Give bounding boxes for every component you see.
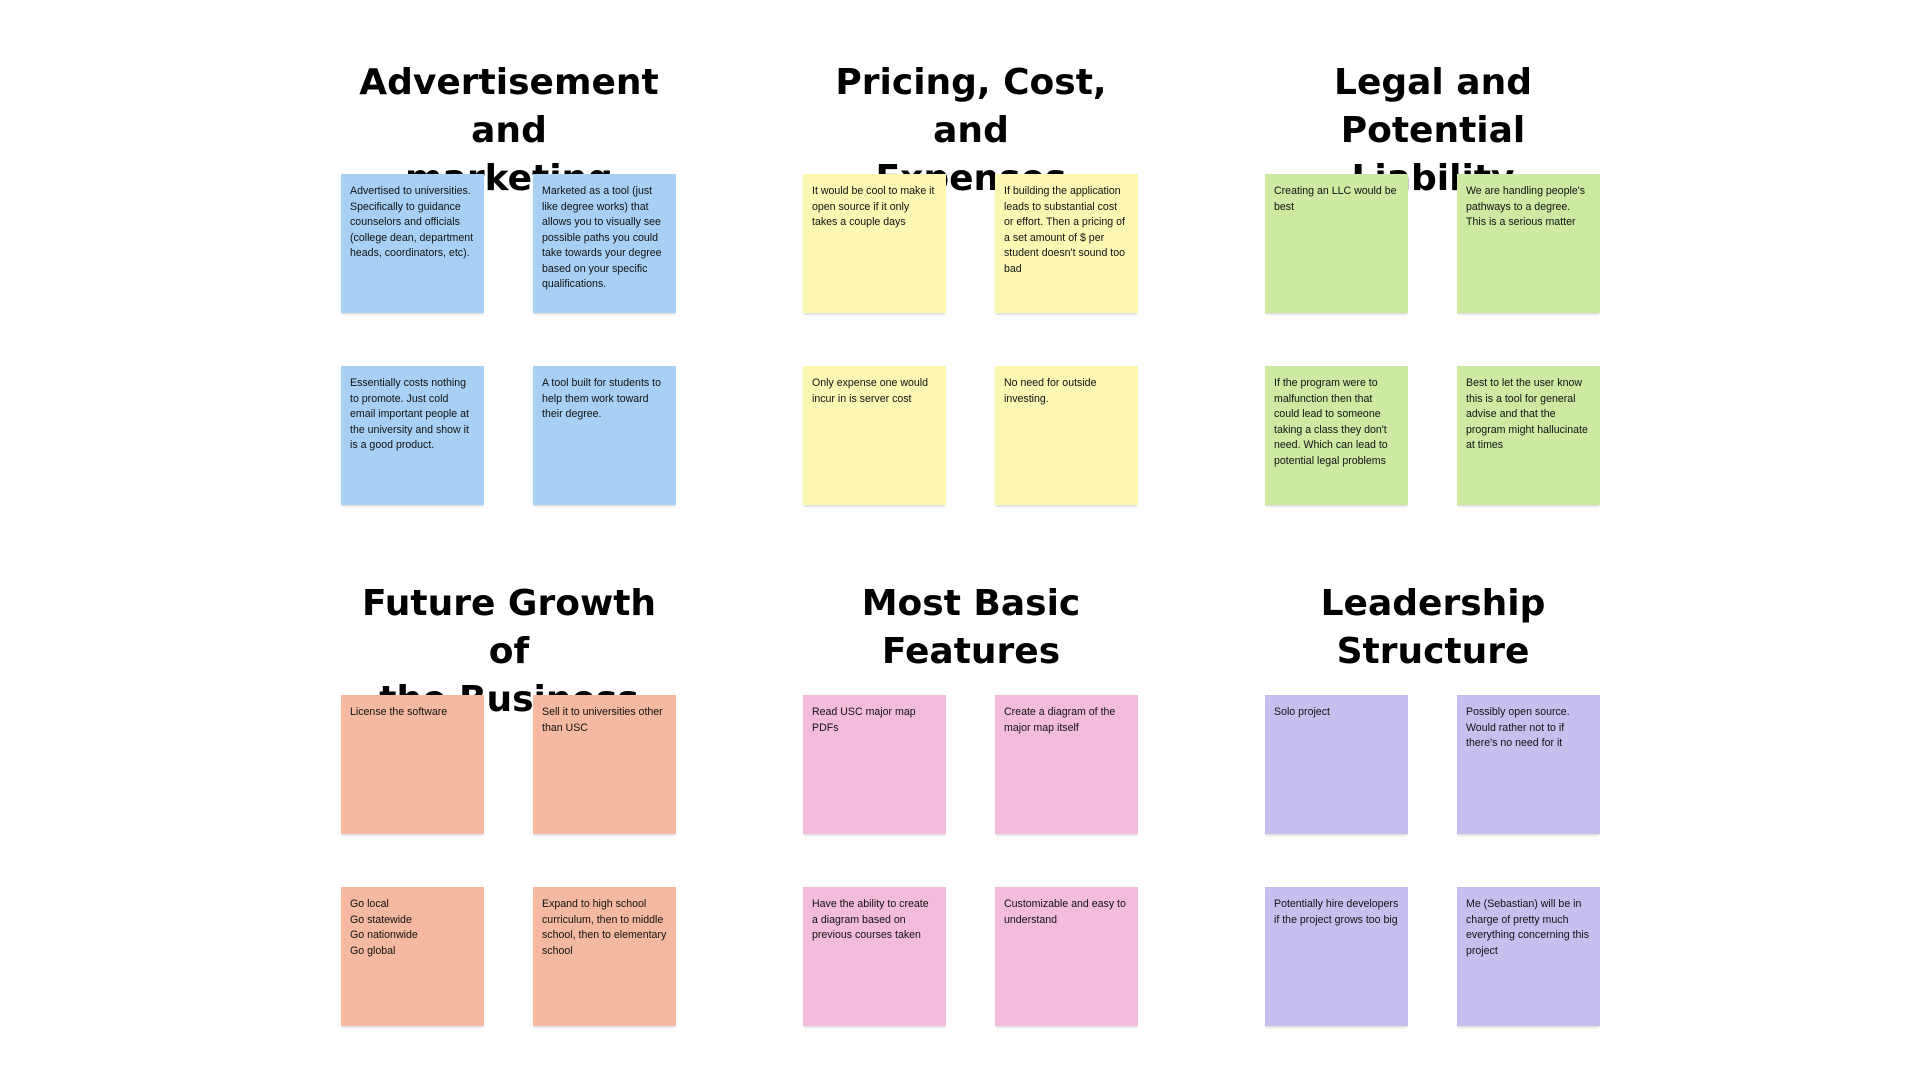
group-basic-features: Most Basic Features Read USC major map P… (803, 580, 1139, 1026)
sticky-note[interactable]: It would be cool to make it open source … (803, 174, 946, 313)
group-future-growth: Future Growth of the Business License th… (341, 580, 677, 1026)
group-pricing-cost-expenses: Pricing, Cost, and Expenses It would be … (803, 59, 1139, 505)
group-title[interactable]: Pricing, Cost, and Expenses (835, 62, 1107, 199)
sticky-note-grid: Creating an LLC would be best We are han… (1265, 174, 1601, 505)
sticky-note-grid: Read USC major map PDFs Create a diagram… (803, 695, 1139, 1026)
sticky-note[interactable]: Creating an LLC would be best (1265, 174, 1408, 313)
sticky-note-grid: Advertised to universities. Specifically… (341, 174, 677, 505)
sticky-note[interactable]: Create a diagram of the major map itself (995, 695, 1138, 834)
sticky-note-grid: Solo project Possibly open source. Would… (1265, 695, 1601, 1026)
sticky-note[interactable]: Expand to high school curriculum, then t… (533, 887, 676, 1026)
sticky-note[interactable]: If building the application leads to sub… (995, 174, 1138, 313)
group-title[interactable]: Legal and Potential Liability (1334, 62, 1532, 199)
sticky-note-grid: It would be cool to make it open source … (803, 174, 1139, 505)
sticky-note[interactable]: Me (Sebastian) will be in charge of pret… (1457, 887, 1600, 1026)
sticky-note[interactable]: Best to let the user know this is a tool… (1457, 366, 1600, 505)
sticky-note[interactable]: We are handling people's pathways to a d… (1457, 174, 1600, 313)
sticky-note[interactable]: Sell it to universities other than USC (533, 695, 676, 834)
group-legal-liability: Legal and Potential Liability Creating a… (1265, 59, 1601, 505)
sticky-note[interactable]: Only expense one would incur in is serve… (803, 366, 946, 505)
sticky-note[interactable]: No need for outside investing. (995, 366, 1138, 505)
sticky-note[interactable]: Essentially costs nothing to promote. Ju… (341, 366, 484, 505)
group-title[interactable]: Future Growth of the Business (361, 583, 657, 720)
group-title[interactable]: Most Basic Features (861, 583, 1081, 672)
sticky-note[interactable]: Solo project (1265, 695, 1408, 834)
sticky-note[interactable]: Advertised to universities. Specifically… (341, 174, 484, 313)
sticky-note[interactable]: If the program were to malfunction then … (1265, 366, 1408, 505)
sticky-note[interactable]: Marketed as a tool (just like degree wor… (533, 174, 676, 313)
sticky-note[interactable]: Customizable and easy to understand (995, 887, 1138, 1026)
sticky-note[interactable]: Possibly open source. Would rather not t… (1457, 695, 1600, 834)
group-title[interactable]: Advertisement and marketing (359, 62, 659, 199)
sticky-note[interactable]: Have the ability to create a diagram bas… (803, 887, 946, 1026)
group-advertisement-marketing: Advertisement and marketing Advertised t… (341, 59, 677, 505)
group-title[interactable]: Leadership Structure (1320, 583, 1546, 672)
sticky-note-grid: License the software Sell it to universi… (341, 695, 677, 1026)
sticky-note[interactable]: A tool built for students to help them w… (533, 366, 676, 505)
sticky-note[interactable]: Go local Go statewide Go nationwide Go g… (341, 887, 484, 1026)
sticky-note[interactable]: Read USC major map PDFs (803, 695, 946, 834)
sticky-note[interactable]: Potentially hire developers if the proje… (1265, 887, 1408, 1026)
sticky-note[interactable]: License the software (341, 695, 484, 834)
group-leadership-structure: Leadership Structure Solo project Possib… (1265, 580, 1601, 1026)
